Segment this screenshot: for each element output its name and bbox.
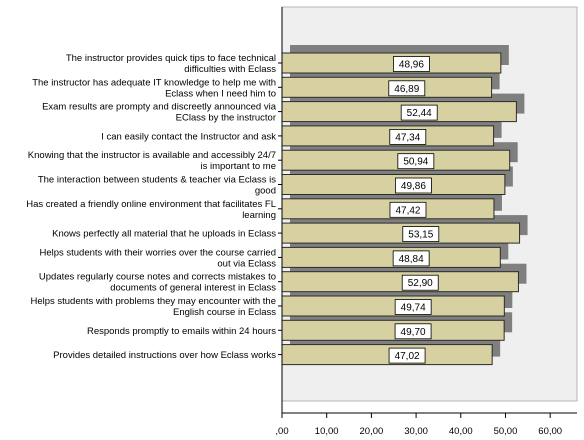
bar [281,295,505,317]
x-tick-label: 40,00 [449,426,473,437]
category-label: The instructor has adequate IT knowledge… [32,77,276,99]
x-tick-label: 60,00 [538,426,562,437]
data-label: 49,86 [401,181,426,192]
data-label-box [395,177,432,194]
data-label: 52,90 [408,278,433,289]
category-label: The interaction between students & teach… [38,175,276,197]
category-label: Responds promptly to emails within 24 ho… [87,326,276,337]
data-label-box [388,80,426,97]
data-label: 50,94 [403,157,428,168]
data-label: 49,70 [401,327,426,338]
bar [281,101,517,123]
data-label-box [400,104,438,121]
category-label: I can easily contact the Instructor and … [101,131,276,142]
data-label: 47,02 [395,351,420,362]
category-label: Provides detailed instructions over how … [53,350,276,361]
bar [281,344,493,366]
x-tick-label: 20,00 [360,426,384,437]
data-label-box [402,226,440,243]
bar [281,76,493,98]
data-label: 48,84 [399,254,424,265]
data-label-box [397,153,435,170]
data-label-box [388,347,426,364]
x-tick-label: 50,00 [494,426,518,437]
data-label: 49,74 [401,303,426,314]
bar [281,271,519,293]
x-axis: ,00 10,00 20,00 30,00 40,00 50,00 60,00 [275,7,577,437]
bar [281,149,511,171]
data-label-box [394,323,432,340]
category-labels: The instructor provides quick tips to fa… [26,53,276,361]
category-label: The instructor provides quick tips to fa… [66,53,276,75]
category-label: Helps students with problems they may en… [30,296,276,318]
data-label: 53,15 [408,230,433,241]
data-label: 46,89 [394,84,419,95]
category-label: Exam results are prompty and discreetly … [42,102,277,124]
data-label: 48,96 [399,60,424,71]
category-label: Knowing that the instructor is available… [28,150,276,172]
x-tick-label: 30,00 [404,426,428,437]
data-label-box [392,250,430,267]
data-label-box [389,201,427,218]
x-tick-label: 10,00 [315,426,339,437]
data-label: 47,42 [395,205,420,216]
bar [281,198,495,220]
category-label: Has created a friendly online environmen… [26,199,276,221]
data-label-box [394,299,432,315]
category-label: Updates regularly course notes and corre… [39,272,276,294]
data-label-box [389,128,427,145]
data-label-box [393,56,430,72]
bar [281,125,495,147]
bar [281,222,521,244]
x-tick-label: ,00 [275,426,288,437]
bars: 48,96 46,89 52,44 47,34 50,94 49,86 47,42 53,15… [281,52,521,366]
bar [281,52,502,74]
data-label: 52,44 [407,108,432,119]
data-label: 47,34 [395,132,420,143]
bar [281,174,506,195]
category-label: Helps students with their worries over t… [39,247,276,269]
data-label-box [401,274,439,291]
bar [281,319,505,341]
category-label: Knows perfectly all material that he upl… [52,229,276,240]
bar [281,246,501,268]
